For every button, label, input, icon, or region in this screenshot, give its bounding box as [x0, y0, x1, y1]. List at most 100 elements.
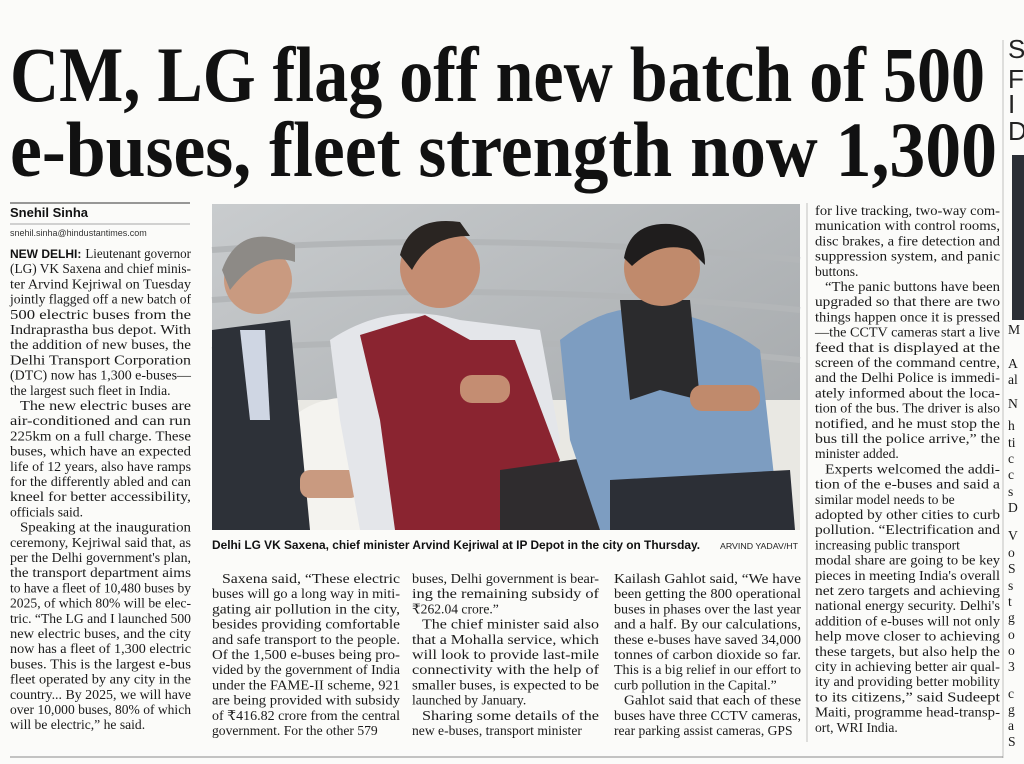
body-line: Of the 1,500 e-buses being pro- [212, 647, 401, 662]
body-line: buses in phases over the last year [614, 601, 801, 616]
body-line: tion of the e-buses and said a [815, 477, 1000, 492]
body-line: tion of the bus. The driver is also [815, 401, 1000, 416]
body-line: these targets, but also help the [815, 644, 1000, 659]
body-line: government. For the other 579 [212, 723, 378, 738]
body-line: ter Arvind Kejriwal on Tuesday [10, 276, 191, 291]
body-line: net zero targets and achieving [815, 583, 1000, 598]
body-line: notified, and he must stop the [815, 416, 1000, 431]
edge-fragment: s [1008, 484, 1013, 499]
body-line: adopted by other cities to curb [815, 507, 1000, 522]
body-line: and the Delhi Police is immedi- [815, 370, 1001, 385]
edge-fragment: D [1008, 116, 1024, 146]
article-body: NEW DELHI: Lieutenant governor(LG) VK Sax… [9, 34, 1024, 749]
body-line: ately informed about the loca- [815, 385, 1001, 400]
body-line: for live tracking, two-way com- [815, 203, 1000, 218]
photo [211, 204, 801, 530]
body-line: that a Mohalla service, which [412, 632, 599, 647]
body-line: increasing public transport [815, 537, 960, 552]
body-line: ₹262.04 crore.” [412, 601, 499, 616]
body-line: fleet operated by any city in the [10, 672, 191, 687]
body-line: buses have three CCTV cameras, [614, 708, 801, 723]
body-line: Delhi Transport Corporation [10, 352, 191, 367]
body-line: Indraprastha bus depot. With [10, 322, 191, 337]
body-line: national energy security. Delhi's [815, 598, 1000, 613]
edge-fragment: I [1008, 89, 1015, 119]
body-line: (DTC) now has 1,300 e-buses— [10, 368, 191, 384]
edge-fragment: t [1008, 594, 1012, 609]
body-line: air-conditioned and can run [10, 413, 191, 428]
photo-credit: ARVIND YADAV/HT [720, 541, 798, 551]
body-line: city in achieving better air qual- [815, 659, 1000, 674]
body-line: Sharing some details of the [422, 708, 599, 723]
body-line: suppression system, and panic [815, 249, 1000, 264]
body-line: pollution. “Electrification and [815, 522, 1000, 537]
body-line: the transport department aims [10, 565, 191, 580]
body-line: buses, Delhi government is bear- [412, 571, 599, 586]
body-line: Gahlot said that each of these [624, 693, 801, 708]
edge-fragment: V [1008, 528, 1018, 543]
body-line: modal share are going to be key [815, 553, 1000, 568]
body-line: bus till the police arrive,” the [815, 431, 1000, 446]
body-line: (LG) VK Saxena and chief minis- [10, 261, 191, 277]
body-line: launched by January. [412, 693, 526, 708]
byline-email: snehil.sinha@hindustantimes.com [10, 228, 147, 238]
body-line: Maiti, programme head-transp- [815, 705, 1001, 720]
body-line: things happen once it is pressed [815, 309, 1000, 324]
body-line: the addition of new buses, the [10, 337, 191, 352]
edge-fragment: o [1008, 545, 1015, 560]
byline-name: Snehil Sinha [10, 205, 89, 220]
body-line: and safe transport to the people. [212, 632, 400, 647]
edge-fragment: 3 [1008, 659, 1015, 674]
body-line: for the differently abled and can [10, 474, 191, 489]
body-line: “The panic buttons have been [825, 279, 1000, 294]
edge-fragment: c [1008, 686, 1014, 701]
edge-fragment: ti [1008, 435, 1016, 450]
edge-fragment: D [1008, 500, 1018, 515]
body-line: Lieutenant governor [85, 246, 191, 261]
body-line: buses will go a long way in miti- [212, 586, 400, 601]
body-line: gating air pollution in the city, [212, 601, 400, 616]
body-line: will look to provide last-mile [412, 647, 599, 662]
body-line: besides providing comfortable [212, 617, 400, 632]
body-line: Kailash Gahlot said, “We have [614, 571, 801, 586]
body-line: the largest such fleet in India. [10, 383, 171, 398]
headline: CM, LG flag off new batch of 500 [10, 31, 985, 118]
edge-fragment: o [1008, 627, 1015, 642]
body-line: Saxena said, “These electric [222, 571, 400, 586]
edge-fragment: c [1008, 451, 1014, 466]
body-line: 225km on a full charge. These [10, 428, 191, 443]
body-line: been getting the 800 operational [614, 586, 801, 601]
edge-fragment: o [1008, 643, 1015, 658]
body-line: buses. This is the largest e-bus [10, 656, 191, 671]
body-line: rear parking assist cameras, GPS [614, 723, 793, 738]
dateline: NEW DELHI: [10, 247, 81, 261]
body-line: under the FAME-II scheme, 921 [212, 677, 400, 692]
edge-photo [1012, 155, 1024, 320]
edge-fragment: S [1008, 561, 1016, 576]
edge-fragment: a [1008, 718, 1014, 733]
body-line: tonnes of carbon dioxide so far. [614, 647, 801, 662]
body-line: of ₹416.82 crore from the central [212, 708, 400, 723]
body-line: to have a fleet of 10,480 buses by [10, 580, 191, 595]
body-line: pieces in meeting India's overall [815, 568, 1000, 583]
edge-fragment: g [1008, 610, 1015, 625]
body-line: to its citizens,” said Sudeept [815, 689, 1000, 704]
edge-fragment: c [1008, 467, 1014, 482]
body-line: Experts welcomed the addi- [825, 461, 1001, 476]
body-line: —the CCTV cameras start a live [814, 325, 1000, 340]
body-line: 2025, of which 80% will be elec- [10, 596, 191, 611]
photo-caption: Delhi LG VK Saxena, chief minister Arvin… [212, 538, 700, 552]
body-line: similar model needs to be [815, 492, 955, 507]
body-line: connectivity with the help of [412, 662, 600, 677]
body-line: new electric buses, and the city [10, 626, 191, 641]
body-line: This is a big relief in our effort to [614, 662, 801, 677]
body-line: smaller buses, is expected to be [412, 677, 599, 692]
edge-fragment: S [1008, 34, 1024, 64]
body-line: The new electric buses are [20, 398, 191, 413]
body-line: are being provided with subsidy [212, 693, 400, 708]
body-line: buses, which have an expected [10, 444, 191, 459]
edge-fragment: F [1008, 64, 1024, 94]
body-line: life of 12 years, also have ramps [10, 459, 191, 474]
body-line: ity and providing better mobility [815, 674, 1000, 689]
